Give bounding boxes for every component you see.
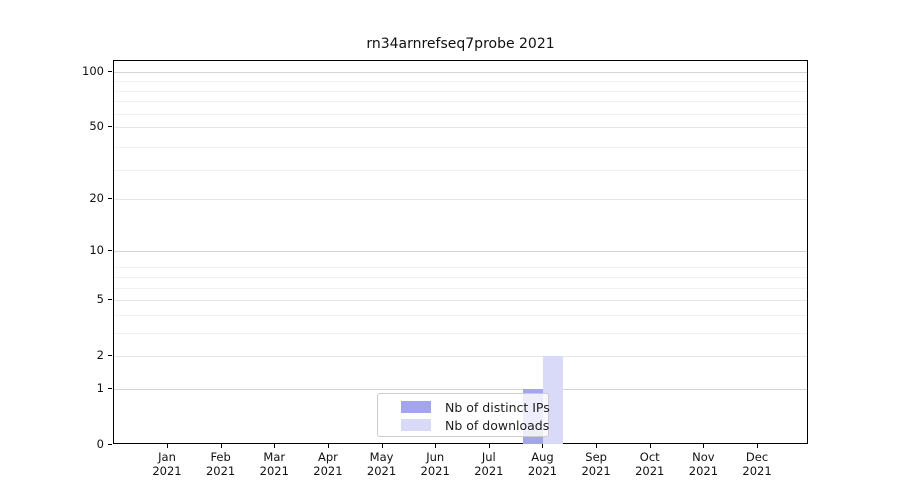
- y-tick-label: 5: [96, 292, 104, 307]
- y-tick-mark: [108, 444, 112, 445]
- x-tick-mark: [167, 444, 168, 448]
- x-tick-label: Aug 2021: [527, 450, 558, 478]
- tick-gridline: [114, 356, 807, 358]
- x-tick-mark: [703, 444, 705, 448]
- x-tick-label: Feb 2021: [205, 450, 236, 478]
- minor-gridline: [114, 90, 807, 92]
- major-gridline: [114, 388, 807, 390]
- y-tick-mark: [108, 197, 112, 199]
- chart-title: rn34arnrefseq7probe 2021: [366, 36, 555, 52]
- x-tick-label: Jul 2021: [474, 450, 504, 478]
- y-tick-mark: [108, 126, 112, 128]
- y-tick-mark: [108, 299, 112, 301]
- x-tick-label: Mar 2021: [259, 450, 289, 478]
- y-tick-mark: [108, 355, 112, 357]
- minor-gridline: [114, 146, 807, 148]
- y-tick-mark: [108, 387, 112, 389]
- minor-gridline: [114, 332, 807, 334]
- minor-gridline: [114, 81, 807, 83]
- legend-row: Nb of downloads: [378, 416, 550, 434]
- x-tick-label: Apr 2021: [313, 450, 343, 478]
- x-tick-mark: [381, 444, 383, 448]
- plot-area: [113, 60, 808, 444]
- legend-swatch: [401, 419, 431, 431]
- x-tick-mark: [542, 444, 544, 448]
- minor-gridline: [114, 169, 807, 171]
- tick-gridline: [114, 300, 807, 302]
- major-gridline: [114, 71, 807, 73]
- tick-gridline: [114, 198, 807, 200]
- legend-label: Nb of downloads: [445, 417, 550, 433]
- x-tick-mark: [274, 444, 276, 448]
- x-tick-label: Dec 2021: [742, 450, 772, 478]
- y-tick-label: 10: [89, 243, 104, 258]
- minor-gridline: [114, 101, 807, 103]
- y-tick-label: 100: [82, 63, 104, 78]
- legend-swatch: [401, 401, 431, 413]
- x-tick-label: Sep 2021: [581, 450, 611, 478]
- y-tick-mark: [108, 70, 112, 72]
- y-tick-label: 2: [96, 348, 104, 363]
- x-tick-label: Oct 2021: [635, 450, 665, 478]
- minor-gridline: [114, 314, 807, 316]
- major-gridline: [114, 251, 807, 253]
- y-tick-label: 50: [89, 119, 104, 134]
- minor-gridline: [114, 276, 807, 278]
- tick-gridline: [114, 127, 807, 129]
- x-tick-mark: [220, 444, 222, 448]
- x-tick-mark: [596, 444, 598, 448]
- y-tick-label: 20: [89, 190, 104, 205]
- y-tick-mark: [108, 250, 112, 252]
- x-tick-mark: [327, 444, 329, 448]
- x-tick-mark: [488, 444, 490, 448]
- x-tick-mark: [649, 444, 651, 448]
- x-tick-label: May 2021: [366, 450, 397, 478]
- x-tick-mark: [757, 444, 759, 448]
- x-tick-label: Jun 2021: [420, 450, 450, 478]
- minor-gridline: [114, 267, 807, 269]
- x-tick-label: Nov 2021: [688, 450, 719, 478]
- minor-gridline: [114, 287, 807, 289]
- y-tick-label: 1: [96, 380, 104, 395]
- y-tick-label: 0: [96, 437, 104, 451]
- legend-row: Nb of distinct IPs: [378, 398, 550, 416]
- x-tick-label: Jan 2021: [152, 450, 182, 478]
- x-tick-mark: [435, 444, 437, 448]
- minor-gridline: [114, 113, 807, 115]
- legend-label: Nb of distinct IPs: [445, 399, 550, 415]
- legend: Nb of distinct IPs Nb of downloads: [377, 393, 550, 437]
